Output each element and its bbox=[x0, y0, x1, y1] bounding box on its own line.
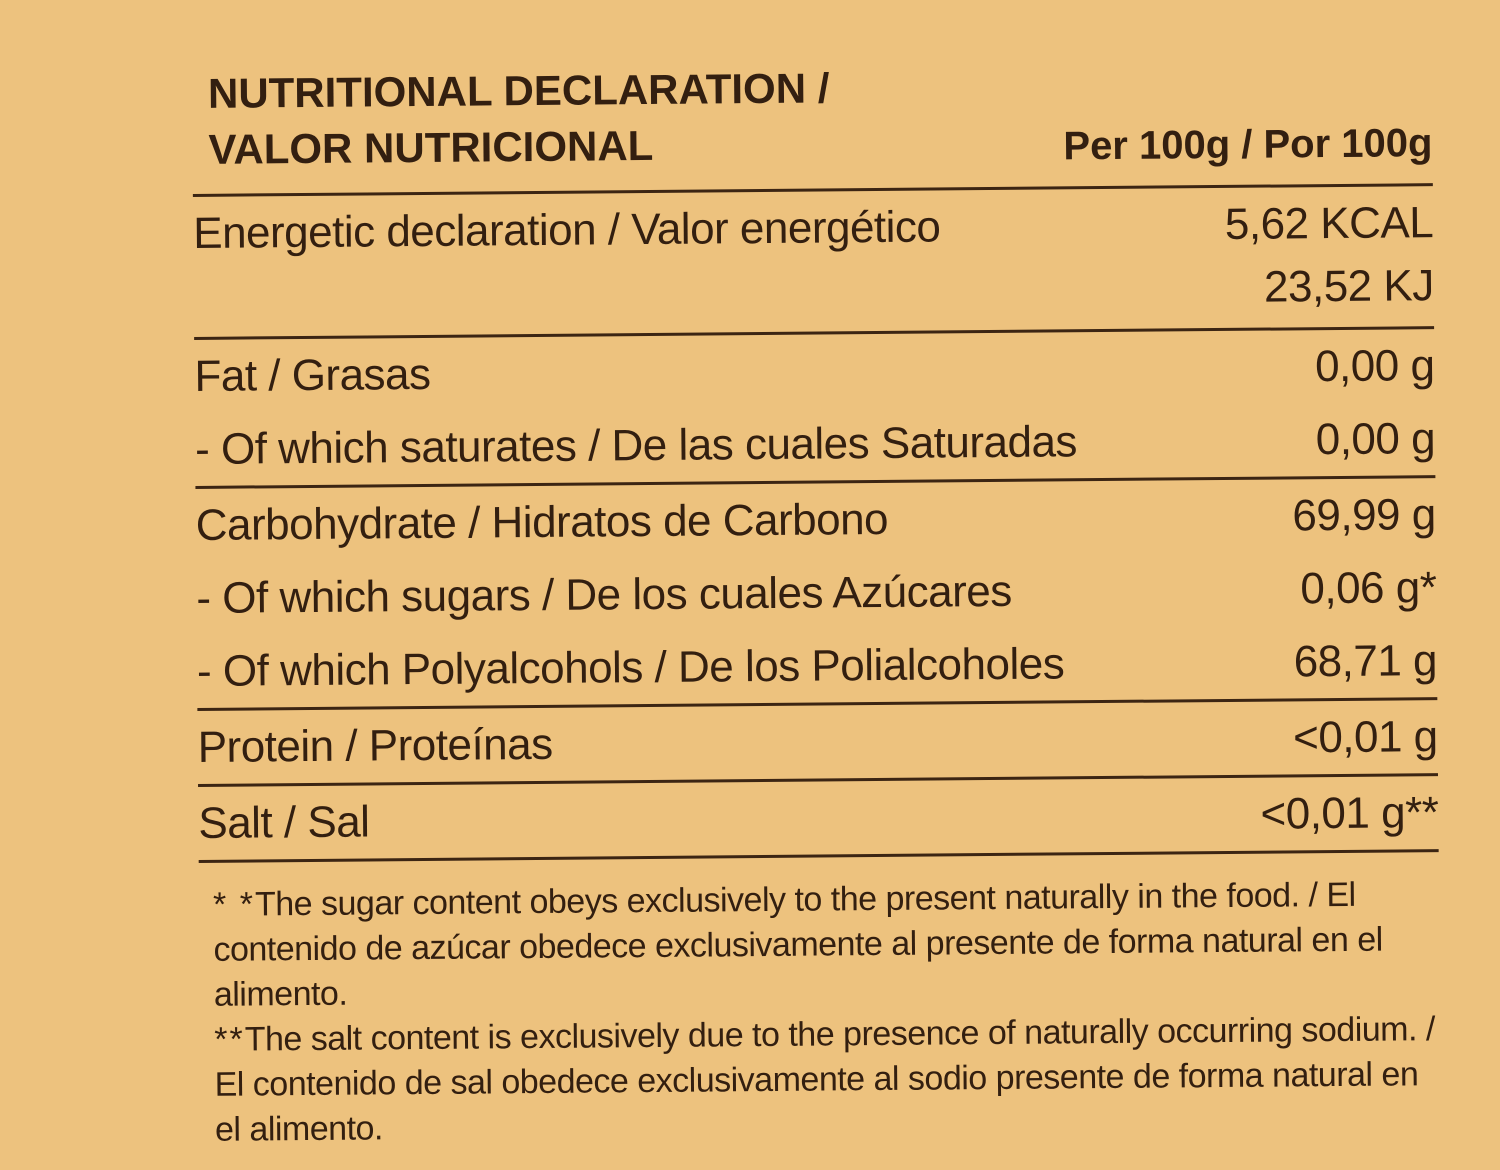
row-value: <0,01 g** bbox=[1260, 788, 1439, 839]
row-label: Salt / Sal bbox=[198, 797, 370, 848]
row-value: 0,06 g* bbox=[1300, 563, 1437, 614]
footnote-text: The salt content is exclusively due to t… bbox=[214, 1010, 1436, 1149]
label-content: NUTRITIONAL DECLARATION / VALOR NUTRICIO… bbox=[192, 55, 1441, 1153]
row-value: 0,00 g bbox=[1315, 414, 1436, 465]
row-label: - Of which saturates / De las cuales Sat… bbox=[194, 417, 1078, 474]
table-row-saturates: - Of which saturates / De las cuales Sat… bbox=[195, 402, 1436, 486]
row-label: Carbohydrate / Hidratos de Carbono bbox=[195, 494, 889, 550]
row-label: - Of which sugars / De los cuales Azúcar… bbox=[196, 566, 1012, 623]
row-label: - Of which Polyalcohols / De los Polialc… bbox=[196, 639, 1065, 696]
footnote-marker: * * bbox=[212, 885, 256, 924]
row-value: <0,01 g bbox=[1292, 712, 1438, 763]
row-value-group: 5,62 KCAL 23,52 KJ bbox=[1225, 191, 1434, 319]
page-title: NUTRITIONAL DECLARATION / VALOR NUTRICIO… bbox=[208, 60, 830, 177]
table-row-energy: Energetic declaration / Valor energético… bbox=[193, 186, 1434, 337]
footnote-sugar: * *The sugar content obeys exclusively t… bbox=[213, 872, 1440, 1018]
row-value: 68,71 g bbox=[1293, 636, 1438, 687]
row-value-kj: 23,52 KJ bbox=[1263, 261, 1434, 312]
row-label: Energetic declaration / Valor energético bbox=[193, 202, 941, 258]
row-label: Fat / Grasas bbox=[194, 349, 431, 401]
footnote-marker: ** bbox=[214, 1020, 245, 1059]
row-value: 0,00 g bbox=[1314, 341, 1435, 392]
per-100g-column-header: Per 100g / Por 100g bbox=[1063, 121, 1433, 169]
footnote-text: The sugar content obeys exclusively to t… bbox=[213, 875, 1383, 1014]
footnote-salt: **The salt content is exclusively due to… bbox=[214, 1007, 1441, 1153]
table-row-polyalcohols: - Of which Polyalcohols / De los Polialc… bbox=[197, 624, 1438, 708]
table-row-carbohydrate: Carbohydrate / Hidratos de Carbono 69,99… bbox=[195, 478, 1436, 562]
table-row-sugars: - Of which sugars / De los cuales Azúcar… bbox=[196, 551, 1437, 635]
row-label: Protein / Proteínas bbox=[197, 719, 553, 772]
footnotes: * *The sugar content obeys exclusively t… bbox=[199, 872, 1441, 1153]
page-title-line1: NUTRITIONAL DECLARATION / bbox=[207, 64, 830, 117]
row-value-kcal: 5,62 KCAL bbox=[1224, 198, 1434, 249]
table-row-fat: Fat / Grasas 0,00 g bbox=[194, 329, 1435, 413]
row-value: 69,99 g bbox=[1292, 490, 1436, 541]
page-title-line2: VALOR NUTRICIONAL bbox=[208, 121, 654, 173]
table-header: NUTRITIONAL DECLARATION / VALOR NUTRICIO… bbox=[192, 55, 1433, 194]
table-row-protein: Protein / Proteínas <0,01 g bbox=[197, 700, 1438, 784]
table-row-salt: Salt / Sal <0,01 g** bbox=[198, 776, 1439, 860]
